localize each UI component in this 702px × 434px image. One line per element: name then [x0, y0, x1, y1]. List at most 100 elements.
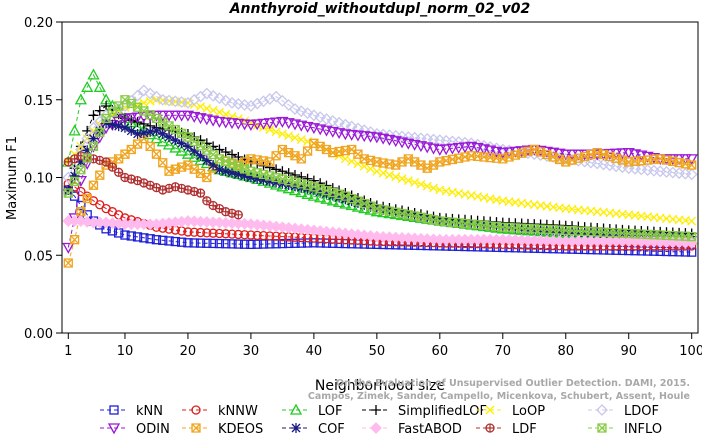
- plot-frame: [61, 21, 699, 334]
- series-lof-point: [87, 68, 100, 80]
- series-cof-point: [94, 125, 105, 136]
- series-knn-point: [315, 238, 325, 248]
- series-odin-point: [345, 129, 358, 141]
- series-loop-point: [429, 183, 438, 193]
- legend-marker: [596, 404, 608, 416]
- series-cof-point: [346, 196, 357, 207]
- series-odin-point: [358, 131, 371, 143]
- series-cof-point: [119, 122, 130, 133]
- series-simplifiedlof-point: [227, 149, 238, 160]
- legend-label: LOF: [318, 404, 343, 419]
- series-ldf-point: [233, 210, 243, 220]
- series-lof-point: [181, 147, 195, 159]
- series-ldof-point: [263, 93, 276, 105]
- series-lof-point: [93, 80, 106, 92]
- series-cof-point: [220, 166, 231, 177]
- series-loop-point: [271, 127, 281, 137]
- series-lof-point: [288, 184, 302, 196]
- series-kdeos-point: [687, 160, 697, 170]
- series-odin-point: [269, 117, 283, 129]
- x-tick-label: 10: [117, 344, 134, 359]
- series-loop-point: [384, 170, 394, 180]
- chart-title: Annthyroid_withoutdupl_norm_02_v02: [229, 1, 531, 17]
- series-knnw-point: [76, 186, 86, 197]
- series-ldof-point: [87, 121, 100, 134]
- legend-item-ldf: LDF: [476, 422, 537, 434]
- series-cof-point: [245, 172, 256, 183]
- series-ldof-point: [301, 107, 314, 120]
- series-cof-point: [535, 225, 546, 236]
- legend-label: kNN: [136, 404, 163, 419]
- series-ldof-point: [295, 105, 308, 118]
- series-inflo-point: [69, 176, 80, 187]
- series-cof-point: [264, 176, 275, 187]
- series-knn-point: [183, 238, 193, 248]
- series-knn-point: [126, 231, 136, 241]
- series-cof-point: [334, 192, 345, 203]
- series-knnw-point: [214, 228, 225, 239]
- series-cof-point: [554, 226, 565, 237]
- series-knn-point: [284, 238, 294, 249]
- series-cof-point: [138, 127, 149, 138]
- x-tick-label: 50: [369, 344, 386, 359]
- legend-item-odin: ODIN: [100, 422, 170, 434]
- watermark-line: Campos, Zimek, Sander, Campello, Micenko…: [308, 391, 690, 402]
- series-knnw-point: [221, 229, 231, 239]
- x-tick-label: 70: [495, 344, 512, 359]
- series-ldof-point: [244, 100, 257, 112]
- series-knn-point: [170, 236, 180, 247]
- series-odin-point: [446, 143, 459, 155]
- series-odin-point: [175, 110, 188, 122]
- series-cof-point: [623, 230, 634, 241]
- series-loop-point: [214, 107, 224, 117]
- series-loop-point: [290, 133, 300, 143]
- series-ldf-point: [227, 208, 237, 218]
- series-knn-point: [208, 238, 218, 249]
- series-cof-point: [189, 146, 200, 157]
- series-odin-point: [559, 149, 572, 161]
- series-cof-point: [258, 174, 269, 185]
- series-knn-point: [120, 230, 130, 240]
- series-odin-point: [225, 118, 239, 130]
- series-loop-point: [76, 141, 86, 151]
- legend-marker: [597, 423, 607, 433]
- series-knn-point: [233, 239, 243, 249]
- series-knnw-point: [195, 227, 206, 238]
- series-ldof-point: [326, 114, 339, 127]
- series-ldof-point: [200, 87, 213, 100]
- y-tick-label: 0.00: [24, 327, 53, 342]
- series-cof-point: [214, 164, 225, 175]
- series-cof-point: [132, 128, 143, 139]
- series-lof-point: [339, 197, 352, 209]
- series-ldof-point: [358, 124, 371, 137]
- series-odin-point: [131, 112, 144, 124]
- series-simplifiedlof-point: [264, 162, 275, 173]
- series-odin-point: [244, 119, 258, 131]
- series-knn-point: [290, 238, 300, 248]
- series-kdeos-point: [302, 146, 313, 156]
- series-knn-point: [277, 238, 288, 249]
- series-cof-point: [195, 150, 206, 161]
- series-ldof-point: [144, 87, 157, 100]
- series-inflo-point: [76, 165, 86, 175]
- legend-marker: [485, 423, 495, 433]
- series-cof-point: [277, 178, 288, 189]
- series-cof-point: [101, 118, 112, 129]
- series-knn-point: [139, 233, 149, 243]
- series-knn-point: [252, 239, 262, 249]
- series-knn-point: [145, 234, 155, 244]
- series-odin-point: [452, 142, 465, 154]
- series-inflo-point: [687, 231, 697, 242]
- series-inflo-point: [95, 127, 105, 138]
- series-kdeos: [63, 133, 697, 268]
- series-kdeos-point: [69, 235, 80, 245]
- series-cof-point: [630, 230, 641, 241]
- series-ldof-point: [137, 84, 150, 97]
- series-cof-point: [315, 186, 326, 197]
- series-loop-point: [284, 131, 294, 141]
- series-knnw-point: [246, 230, 256, 240]
- series-knn-point: [309, 238, 319, 248]
- series-loop-point: [391, 172, 401, 182]
- series-cof-point: [359, 199, 370, 210]
